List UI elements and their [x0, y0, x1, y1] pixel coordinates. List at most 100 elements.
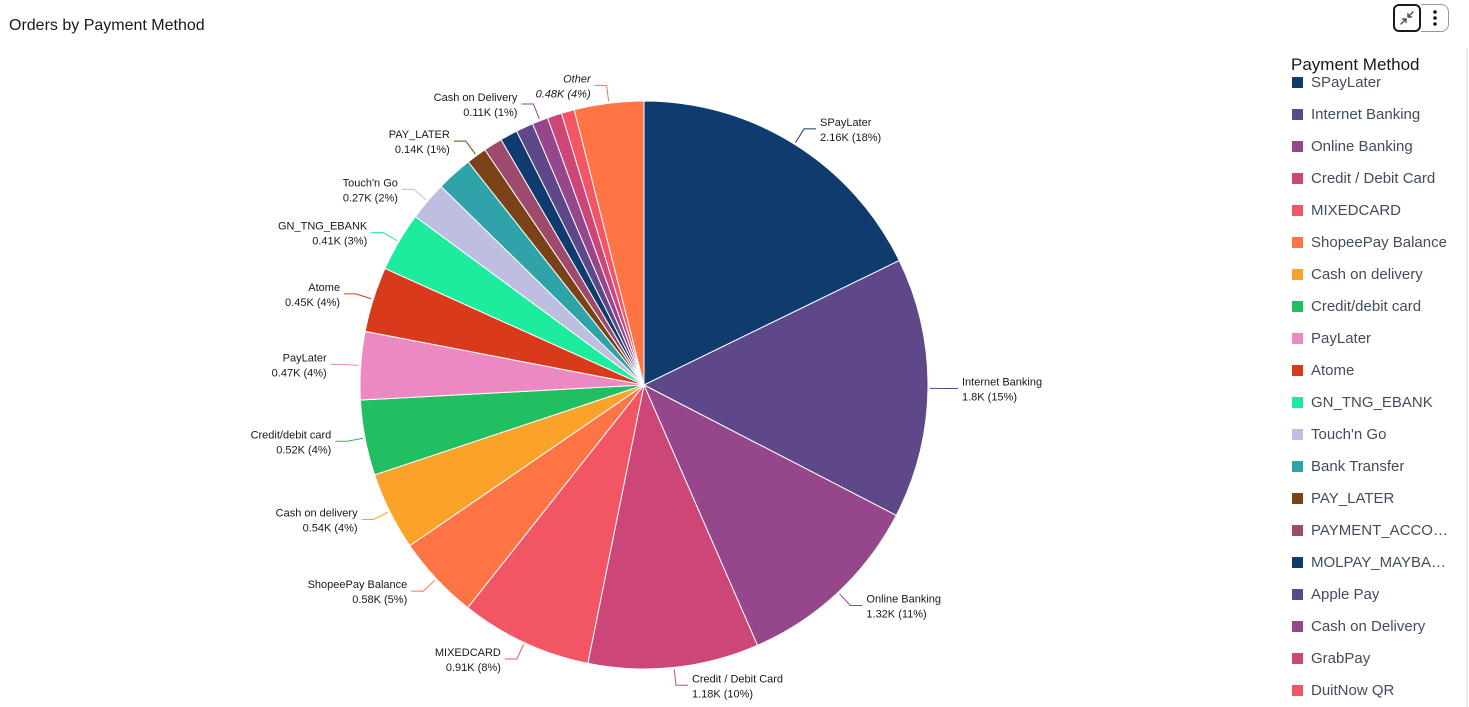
slice-label-value: 1.8K (15%) — [962, 392, 1017, 404]
slice-label-value: 1.32K (11%) — [866, 608, 926, 620]
slice-label-name: Cash on Delivery — [434, 92, 518, 104]
slice-label-value: 0.27K (2%) — [343, 192, 398, 204]
legend-label: Bank Transfer — [1311, 457, 1405, 475]
legend: Payment Method SPayLater Internet Banking… — [1282, 48, 1469, 707]
slice-label-name: PayLater — [283, 352, 327, 364]
legend-item[interactable]: Bank Transfer — [1282, 450, 1469, 482]
legend-swatch — [1292, 460, 1303, 472]
leader-line — [411, 579, 436, 592]
legend-item[interactable]: ShopeePay Balance — [1282, 226, 1469, 258]
legend-label: Credit/debit card — [1311, 297, 1422, 315]
legend-item[interactable]: Touch'n Go — [1282, 418, 1469, 450]
leader-line — [361, 511, 389, 520]
legend-swatch — [1292, 300, 1303, 312]
legend-label: PAYMENT_ACCOUNT — [1311, 521, 1453, 539]
legend-swatch — [1292, 364, 1303, 376]
slice-label-name: Atome — [308, 282, 340, 294]
legend-label: GrabPay — [1311, 649, 1371, 667]
legend-item[interactable]: Credit/debit card — [1282, 290, 1469, 322]
pie-slice[interactable] — [642, 383, 897, 646]
pie-slice[interactable] — [467, 384, 645, 664]
legend-swatch — [1292, 204, 1303, 216]
legend-label: DuitNow QR — [1311, 681, 1395, 699]
legend-item[interactable]: Cash on Delivery — [1282, 610, 1469, 642]
legend-swatch — [1292, 684, 1303, 696]
leader-line — [371, 232, 398, 242]
slice-label-name: PAY_LATER — [389, 129, 450, 141]
legend-label: Apple Pay — [1311, 585, 1380, 603]
slice-label-name: Cash on delivery — [276, 507, 358, 519]
leader-line — [839, 593, 863, 606]
legend-swatch — [1292, 524, 1303, 536]
legend-item[interactable]: PayLater — [1282, 322, 1469, 354]
legend-swatch — [1292, 140, 1303, 152]
legend-label: MOLPAY_MAYBAN… — [1311, 553, 1453, 571]
slice-label-name: Credit/debit card — [251, 429, 332, 441]
slice-label-value: 1.18K (10%) — [692, 688, 753, 700]
legend-item[interactable]: Internet Banking — [1282, 98, 1469, 130]
slice-label-value: 0.11K (1%) — [463, 107, 517, 119]
legend-item[interactable]: PAY_LATER — [1282, 482, 1469, 514]
slice-label-value: 0.41K (3%) — [312, 236, 367, 248]
legend-swatch — [1292, 620, 1303, 632]
pie-slice[interactable] — [573, 100, 645, 386]
legend-item[interactable]: GrabPay — [1282, 642, 1469, 674]
legend-swatch — [1292, 108, 1303, 120]
legend-item[interactable]: Cash on delivery — [1282, 258, 1469, 290]
legend-scrollbar[interactable] — [1461, 48, 1469, 707]
leader-line — [330, 363, 359, 366]
legend-label: Touch'n Go — [1311, 425, 1387, 443]
pie-slice[interactable] — [587, 383, 759, 670]
slice-label-name: Internet Banking — [962, 377, 1042, 389]
slice-label-value: 0.54K (4%) — [303, 522, 358, 534]
legend-label: Cash on Delivery — [1311, 617, 1426, 635]
legend-swatch — [1292, 588, 1303, 600]
legend-label: ShopeePay Balance — [1311, 233, 1447, 251]
leader-line — [401, 188, 427, 201]
legend-item[interactable]: Apple Pay — [1282, 578, 1469, 610]
pie-slice[interactable] — [642, 259, 929, 517]
legend-item[interactable]: MOLPAY_MAYBAN… — [1282, 546, 1469, 578]
legend-item[interactable]: MIXEDCARD — [1282, 194, 1469, 226]
legend-swatch — [1292, 268, 1303, 280]
leader-line — [453, 140, 476, 155]
legend-label: PayLater — [1311, 329, 1372, 347]
slice-label-name: Credit / Debit Card — [692, 673, 783, 685]
legend-list[interactable]: SPayLater Internet Banking Online Banking C… — [1282, 66, 1469, 706]
legend-item[interactable]: GN_TNG_EBANK — [1282, 386, 1469, 418]
chart-title: Orders by Payment Method — [9, 17, 205, 34]
slice-label-value: 0.52K (4%) — [276, 444, 331, 456]
legend-title: Payment Method — [1291, 55, 1420, 74]
legend-label: Atome — [1311, 361, 1355, 379]
legend-label: MIXEDCARD — [1311, 201, 1402, 219]
legend-swatch — [1292, 172, 1303, 184]
legend-item[interactable]: Credit / Debit Card — [1282, 162, 1469, 194]
legend-item[interactable]: Online Banking — [1282, 130, 1469, 162]
leader-line — [504, 644, 525, 660]
legend-item[interactable]: Atome — [1282, 354, 1469, 386]
legend-item[interactable]: PAYMENT_ACCOUNT — [1282, 514, 1469, 546]
legend-swatch — [1292, 76, 1303, 88]
slice-label-name: Online Banking — [866, 593, 941, 605]
legend-item[interactable]: DuitNow QR — [1282, 674, 1469, 706]
more-options-button[interactable] — [1421, 4, 1449, 32]
slice-label-value: 0.91K (8%) — [446, 662, 501, 674]
leader-line — [673, 669, 688, 686]
collapse-button[interactable] — [1393, 4, 1421, 32]
slice-label-name: GN_TNG_EBANK — [278, 221, 368, 233]
leader-line — [594, 84, 610, 102]
legend-label: SPayLater — [1311, 73, 1382, 91]
legend-swatch — [1292, 556, 1303, 568]
legend-label: Online Banking — [1311, 137, 1413, 155]
pie-chart: SPayLater 2.16K (18%) Internet Banking 1.8K… — [251, 73, 1043, 700]
legend-swatch — [1292, 492, 1303, 504]
leader-line — [335, 437, 364, 442]
pie-slice[interactable] — [643, 100, 900, 386]
slice-label-name: Touch'n Go — [343, 177, 398, 189]
collapse-arrows-icon — [1400, 11, 1414, 25]
legend-swatch — [1292, 236, 1303, 248]
legend-item[interactable]: SPayLater — [1282, 66, 1469, 98]
slice-label-value: 2.16K (18%) — [820, 132, 881, 144]
leader-line — [521, 103, 540, 120]
more-vertical-icon — [1432, 10, 1437, 26]
